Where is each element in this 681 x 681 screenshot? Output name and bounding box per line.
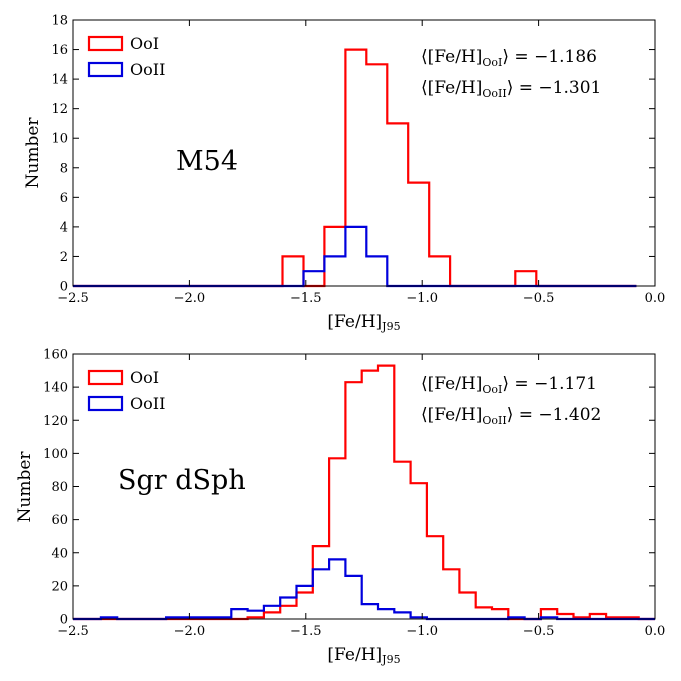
sgr-y-tick-label: 0 <box>60 613 68 628</box>
sgr-mean-ooi-annotation: ⟨[Fe/H]OoI⟩ = −1.171 <box>421 374 597 396</box>
sgr-y-tick-label: 120 <box>43 414 68 429</box>
sgr-series-layer <box>73 364 655 621</box>
m54-legend: OoI OoII <box>87 34 165 79</box>
m54-legend-ooi-swatch <box>87 35 124 52</box>
m54-x-axis-label: [Fe/H]J95 <box>327 312 400 333</box>
sgr-y-axis-label: Number <box>15 451 35 523</box>
sgr-legend: OoI OoII <box>87 368 165 413</box>
sgr-y-tick-label: 100 <box>43 447 68 462</box>
sgr-y-tick-label: 160 <box>43 348 68 363</box>
sgr-x-axis-label: [Fe/H]J95 <box>327 645 400 666</box>
m54-y-tick-label: 12 <box>51 102 68 117</box>
m54-y-tick-label: 16 <box>51 43 68 58</box>
sgr-x-tick-label: −2.0 <box>174 624 206 639</box>
m54-y-tick-label: 14 <box>51 73 68 88</box>
m54-y-tick-label: 0 <box>60 280 68 295</box>
sgr-panel: −2.5 −2.0 −1.5 −1.0 −0.5 0.0 0 20 40 60 80 100 120 14… <box>15 348 665 667</box>
sgr-panel-label: Sgr dSph <box>118 465 246 496</box>
sgr-y-tick-label: 40 <box>51 546 68 561</box>
m54-y-tick-label: 6 <box>60 191 68 206</box>
sgr-legend-ooii-label: OoII <box>130 394 165 413</box>
m54-panel-label: M54 <box>176 146 238 177</box>
sgr-legend-ooi-swatch <box>87 369 124 386</box>
m54-histogram-ooii <box>73 225 637 288</box>
m54-panel: −2.5 −2.0 −1.5 −1.0 −0.5 0.0 0 2 4 6 8 10 12 14 16 18 N… <box>23 14 665 334</box>
m54-x-tick-label: −1.0 <box>406 291 438 306</box>
m54-x-tick-label: −2.5 <box>57 291 89 306</box>
m54-legend-ooii-label: OoII <box>130 60 165 79</box>
sgr-y-tick-label: 140 <box>43 381 68 396</box>
sgr-x-tick-label: −2.5 <box>57 624 89 639</box>
m54-y-tick-label: 8 <box>60 161 68 176</box>
m54-mean-ooi-annotation: ⟨[Fe/H]OoI⟩ = −1.186 <box>421 47 597 69</box>
sgr-histogram-ooii <box>73 558 655 621</box>
sgr-legend-ooi-label: OoI <box>130 368 159 387</box>
m54-series-layer <box>73 48 637 288</box>
sgr-mean-ooii-annotation: ⟨[Fe/H]OoII⟩ = −1.402 <box>421 405 601 427</box>
m54-y-tick-label: 10 <box>51 132 68 147</box>
sgr-tick-layer: −2.5 −2.0 −1.5 −1.0 −0.5 0.0 0 20 40 60 80 100 120 14… <box>43 348 665 640</box>
m54-plot-frame <box>72 19 656 287</box>
m54-tick-layer: −2.5 −2.0 −1.5 −1.0 −0.5 0.0 0 2 4 6 8 10 12 14 16 18 <box>51 14 665 307</box>
sgr-x-tick-label: −1.5 <box>290 624 322 639</box>
sgr-y-tick-label: 80 <box>51 480 68 495</box>
sgr-y-tick-label: 20 <box>51 579 68 594</box>
sgr-histogram-ooi <box>73 364 655 621</box>
m54-y-tick-label: 18 <box>51 14 68 29</box>
m54-legend-ooii-swatch <box>87 61 124 78</box>
m54-x-tick-label: −2.0 <box>174 291 206 306</box>
sgr-x-tick-label: 0.0 <box>645 624 666 639</box>
m54-x-tick-label: −0.5 <box>523 291 555 306</box>
m54-y-axis-label: Number <box>23 117 43 189</box>
sgr-legend-ooii-swatch <box>87 395 124 412</box>
sgr-y-tick-label: 60 <box>51 513 68 528</box>
sgr-x-tick-label: −1.0 <box>406 624 438 639</box>
sgr-x-tick-label: −0.5 <box>523 624 555 639</box>
m54-mean-ooii-annotation: ⟨[Fe/H]OoII⟩ = −1.301 <box>421 78 601 100</box>
m54-x-tick-label: −1.5 <box>290 291 322 306</box>
m54-x-tick-label: 0.0 <box>645 291 666 306</box>
m54-y-tick-label: 2 <box>60 250 68 265</box>
m54-legend-ooi-label: OoI <box>130 34 159 53</box>
m54-y-tick-label: 4 <box>60 220 68 235</box>
